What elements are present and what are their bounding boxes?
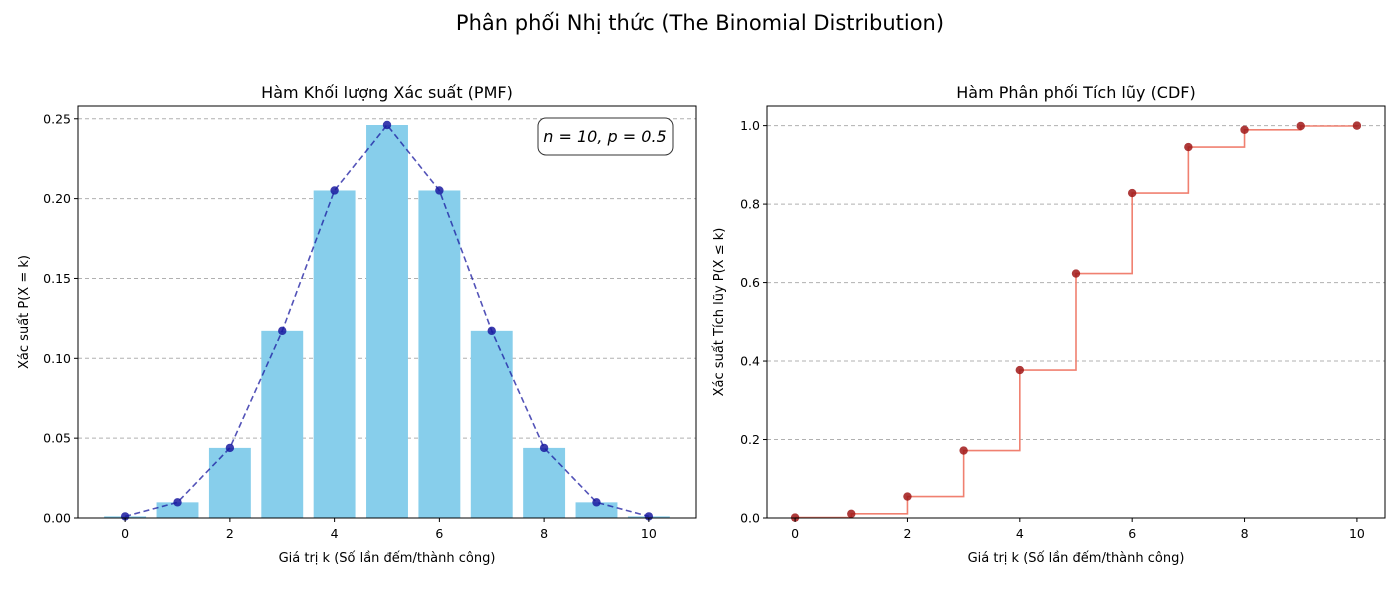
cdf-x-ticks: 0 2 4 6 8 10 bbox=[791, 518, 1365, 541]
cdf-points bbox=[790, 121, 1362, 522]
pmf-x-tick-label: 10 bbox=[641, 526, 657, 541]
pmf-axes-frame bbox=[77, 105, 697, 519]
pmf-y-tick-label: 0.05 bbox=[43, 431, 71, 446]
cdf-y-tick-label: 0.2 bbox=[740, 432, 760, 447]
pmf-bar bbox=[261, 330, 304, 518]
cdf-y-tick-label: 0.6 bbox=[740, 275, 760, 290]
pmf-point bbox=[539, 443, 549, 453]
pmf-x-tick-label: 4 bbox=[331, 526, 339, 541]
pmf-x-tick-label: 8 bbox=[540, 526, 548, 541]
figure-suptitle: Phân phối Nhị thức (The Binomial Distrib… bbox=[456, 11, 944, 35]
pmf-point bbox=[487, 326, 496, 336]
pmf-bar bbox=[156, 502, 199, 518]
pmf-y-tick-label: 0.25 bbox=[43, 111, 71, 126]
cdf-axes-frame bbox=[766, 105, 1386, 519]
cdf-x-tick-label: 4 bbox=[1016, 526, 1024, 541]
cdf-point bbox=[847, 509, 856, 519]
pmf-x-tick-label: 2 bbox=[226, 526, 234, 541]
pmf-points bbox=[120, 120, 654, 521]
pmf-x-ticks: 0 2 4 6 8 10 bbox=[121, 518, 657, 541]
pmf-y-tick-label: 0.20 bbox=[43, 191, 71, 206]
pmf-bar bbox=[313, 190, 356, 519]
pmf-y-tick-label: 0.10 bbox=[43, 351, 71, 366]
cdf-x-tick-label: 8 bbox=[1241, 526, 1249, 541]
cdf-y-tick-label: 0.0 bbox=[740, 511, 760, 526]
pmf-bar bbox=[418, 190, 461, 519]
pmf-bar bbox=[523, 447, 566, 518]
cdf-point bbox=[1015, 365, 1025, 375]
cdf-point bbox=[959, 446, 968, 455]
pmf-dashed-line bbox=[124, 123, 650, 518]
cdf-y-ticks: 0.0 0.2 0.4 0.6 0.8 1.0 bbox=[740, 118, 767, 526]
pmf-point bbox=[278, 326, 287, 336]
pmf-title: Hàm Khối lượng Xác suất (PMF) bbox=[261, 83, 513, 102]
pmf-point bbox=[435, 186, 444, 195]
cdf-point bbox=[1352, 121, 1362, 130]
cdf-chart: 0 2 4 6 8 10 0.0 0.2 0.4 0.6 0.8 1.0 Hàm Phân phối… bbox=[712, 83, 1386, 566]
pmf-point bbox=[382, 120, 392, 130]
pmf-y-ticks: 0.00 0.05 0.10 0.15 0.20 0.25 bbox=[43, 111, 78, 526]
cdf-point bbox=[1296, 121, 1305, 131]
cdf-x-tick-label: 2 bbox=[903, 526, 911, 541]
cdf-y-tick-label: 1.0 bbox=[740, 118, 760, 133]
pmf-bar bbox=[366, 125, 408, 518]
cdf-x-tick-label: 10 bbox=[1349, 526, 1365, 541]
pmf-bar bbox=[208, 447, 251, 518]
cdf-y-tick-label: 0.8 bbox=[740, 197, 760, 212]
pmf-point bbox=[173, 498, 182, 507]
pmf-bars bbox=[104, 125, 670, 519]
cdf-point bbox=[1127, 188, 1137, 198]
pmf-annotation: n = 10, p = 0.5 bbox=[543, 127, 666, 146]
pmf-y-axis-label: Xác suất P(X = k) bbox=[17, 255, 32, 369]
pmf-bar bbox=[575, 502, 618, 518]
pmf-x-tick-label: 6 bbox=[435, 526, 443, 541]
cdf-y-tick-label: 0.4 bbox=[740, 354, 760, 369]
pmf-x-axis-label: Giá trị k (Số lần đếm/thành công) bbox=[279, 551, 496, 566]
pmf-annotation-frame bbox=[537, 117, 674, 156]
cdf-point bbox=[1240, 125, 1249, 135]
pmf-y-tick-label: 0.15 bbox=[43, 271, 71, 286]
pmf-point bbox=[330, 186, 339, 195]
pmf-point bbox=[592, 498, 601, 507]
cdf-point bbox=[1071, 269, 1081, 278]
pmf-y-tick-label: 0.00 bbox=[43, 511, 71, 526]
pmf-point bbox=[120, 512, 130, 521]
cdf-point bbox=[1184, 142, 1193, 152]
cdf-point bbox=[903, 492, 912, 501]
pmf-point bbox=[644, 512, 654, 521]
pmf-bar bbox=[470, 330, 513, 518]
cdf-step-line bbox=[795, 125, 1358, 519]
cdf-x-axis-label: Giá trị k (Số lần đếm/thành công) bbox=[968, 551, 1185, 566]
cdf-y-axis-label: Xác suất Tích lũy P(X ≤ k) bbox=[712, 228, 727, 397]
pmf-point bbox=[225, 443, 235, 453]
cdf-title: Hàm Phân phối Tích lũy (CDF) bbox=[956, 83, 1196, 102]
pmf-x-tick-label: 0 bbox=[121, 526, 129, 541]
cdf-x-tick-label: 0 bbox=[791, 526, 799, 541]
cdf-x-tick-label: 6 bbox=[1128, 526, 1136, 541]
pmf-chart: 0 2 4 6 8 10 0.00 0.05 0.10 0.15 0.20 0.25 Hàm Khố… bbox=[17, 83, 697, 566]
pmf-annotation-box: n = 10, p = 0.5 bbox=[537, 117, 674, 156]
